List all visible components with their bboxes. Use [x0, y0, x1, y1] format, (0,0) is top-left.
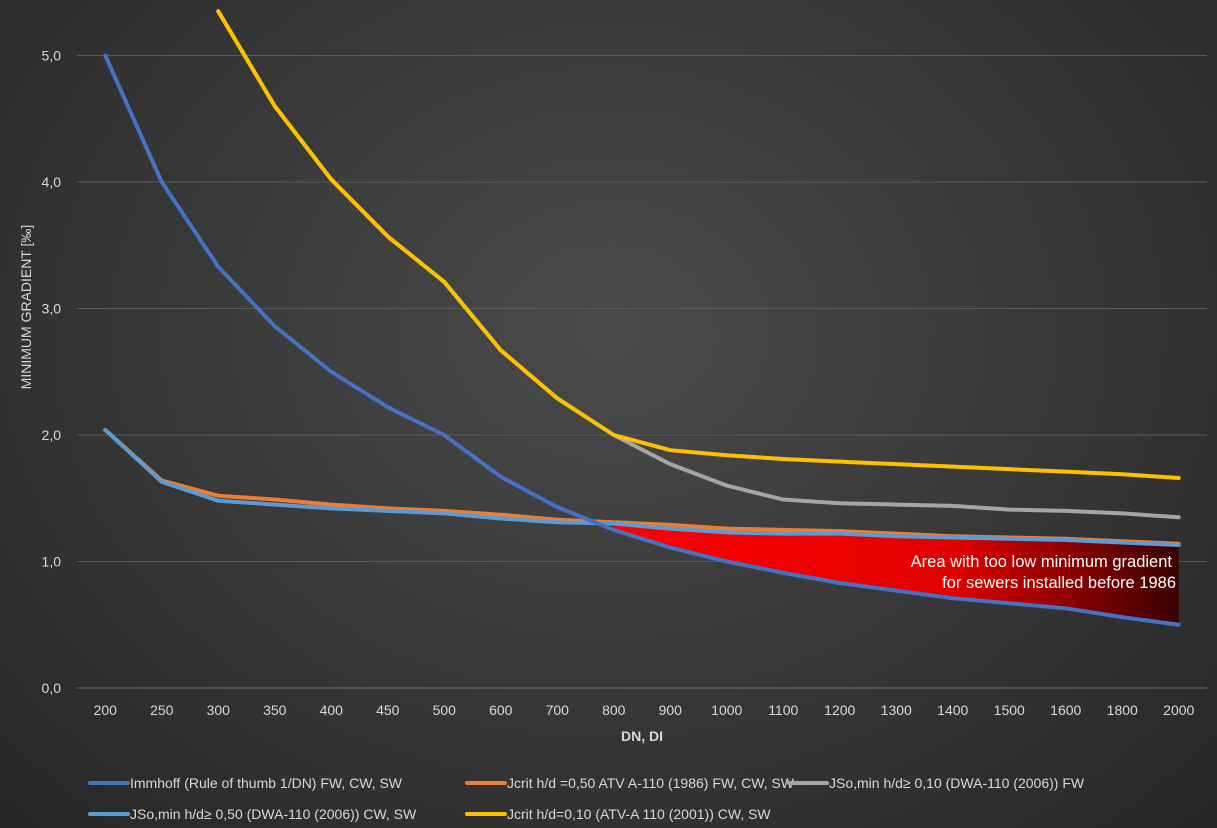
x-axis-title: DN, DI [621, 728, 663, 744]
series-line [103, 53, 1181, 627]
legend: Immhoff (Rule of thumb 1/DN) FW, CW, SW J… [88, 775, 1085, 822]
x-tick-label: 700 [546, 702, 570, 718]
x-tick-labels: 200 250 300 350 400 450 500 600 700 800 900 1000 110… [94, 702, 1195, 718]
legend-label: Jcrit h/d =0,50 ATV A-110 (1986) FW, CW,… [507, 775, 795, 791]
x-tick-label: 800 [602, 702, 626, 718]
series-line [216, 9, 1181, 520]
y-tick-label: 3,0 [42, 301, 62, 317]
series-line [103, 427, 1181, 548]
x-tick-label: 600 [489, 702, 513, 718]
x-tick-label: 450 [376, 702, 400, 718]
legend-label: JSo,min h/d≥ 0,10 (DWA-110 (2006)) FW [829, 775, 1085, 791]
legend-label: Jcrit h/d=0,10 (ATV-A 110 (2001)) CW, SW [507, 806, 771, 822]
y-tick-label: 2,0 [42, 427, 62, 443]
x-tick-label: 1600 [1050, 702, 1081, 718]
y-tick-label: 5,0 [42, 48, 62, 64]
y-tick-label: 0,0 [42, 680, 62, 696]
x-tick-label: 1200 [824, 702, 855, 718]
gridlines [77, 55, 1207, 689]
x-tick-label: 400 [320, 702, 344, 718]
x-tick-label: 200 [94, 702, 118, 718]
y-tick-label: 1,0 [42, 554, 62, 570]
y-tick-label: 4,0 [42, 174, 62, 190]
x-tick-label: 1800 [1107, 702, 1138, 718]
x-tick-label: 2000 [1163, 702, 1194, 718]
x-tick-label: 350 [263, 702, 287, 718]
series-lines [103, 9, 1181, 627]
area-annotation: Area with too low minimum gradient for s… [911, 553, 1176, 592]
low-gradient-region [613, 522, 1179, 625]
x-tick-label: 1500 [994, 702, 1025, 718]
x-tick-label: 1000 [711, 702, 742, 718]
x-tick-label: 1100 [768, 702, 798, 718]
x-tick-label: 1300 [881, 702, 912, 718]
annotation-line-1: Area with too low minimum gradient [911, 553, 1173, 571]
x-tick-label: 500 [433, 702, 457, 718]
x-tick-label: 1400 [937, 702, 968, 718]
x-tick-label: 900 [659, 702, 683, 718]
y-axis-title: MINIMUM GRADIENT [‰] [18, 225, 34, 390]
x-tick-label: 250 [150, 702, 174, 718]
legend-label: Immhoff (Rule of thumb 1/DN) FW, CW, SW [130, 775, 403, 791]
y-tick-labels: 0,0 1,0 2,0 3,0 4,0 5,0 [42, 48, 62, 697]
low-gradient-area [613, 522, 1179, 625]
legend-label: JSo,min h/d≥ 0,50 (DWA-110 (2006)) CW, S… [130, 806, 417, 822]
x-tick-label: 300 [207, 702, 231, 718]
annotation-line-2: for sewers installed before 1986 [942, 574, 1176, 592]
series-line [216, 9, 1181, 481]
